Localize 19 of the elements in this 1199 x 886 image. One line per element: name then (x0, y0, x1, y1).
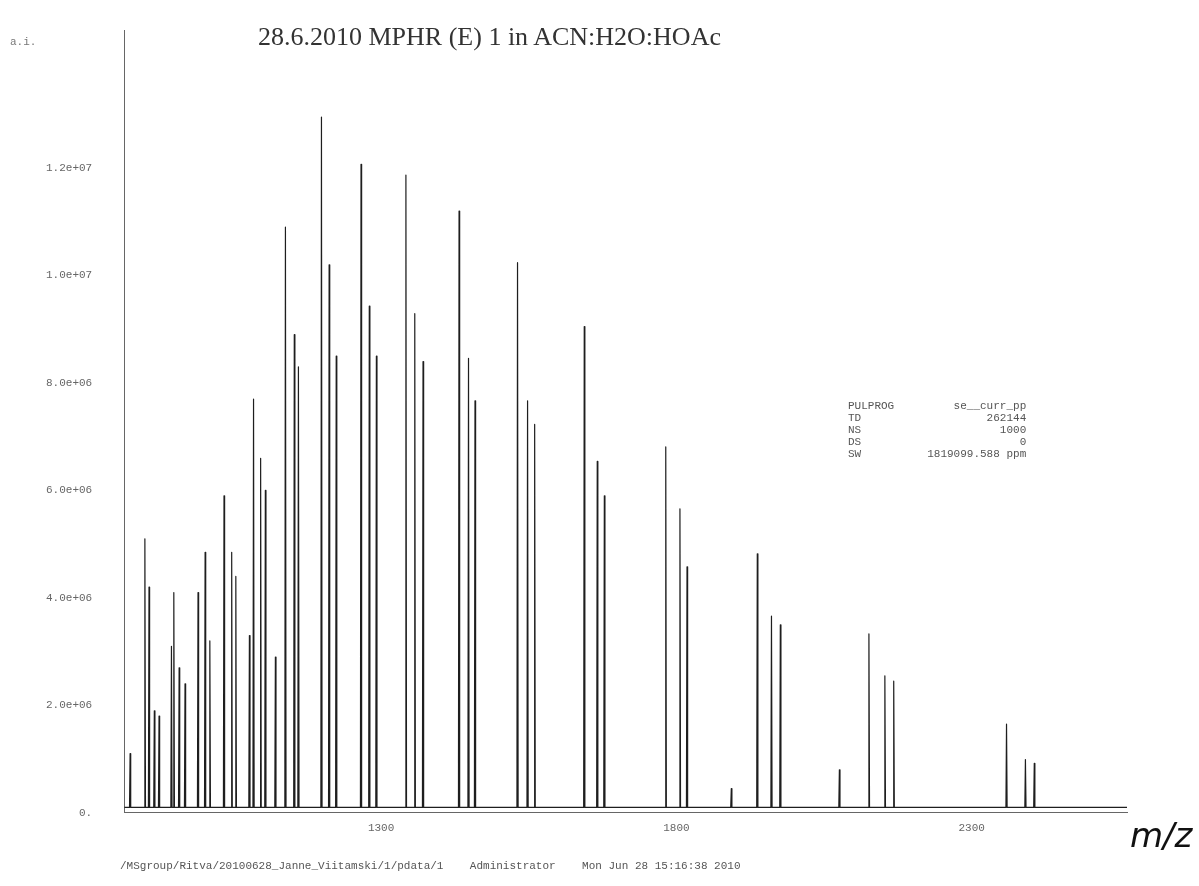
x-tick-label: 1800 (663, 822, 690, 835)
y-tick-label: 1.0e+07 (45, 269, 93, 282)
x-tick-label: 2300 (958, 822, 985, 835)
y-tick-label: 4.0e+06 (45, 591, 93, 604)
annotation: DS 0 (848, 436, 1027, 448)
y-tick-label: 0. (79, 806, 93, 819)
y-tick-label: 1.2e+07 (45, 162, 93, 175)
chart-title: 28.6.2010 MPHR (E) 1 in ACN:H2O:HOAc (258, 22, 721, 52)
annotation: SW 1819099.588 ppm (848, 448, 1027, 460)
y-tick-label: 8.0e+06 (45, 376, 93, 389)
y-tick-label: 2.0e+06 (45, 699, 93, 712)
text: /MSgroup/Ritva/20100628_Janne_Viitamski/1/pdata/1 Administrator Mon Jun 28 15:16:38 2010 (120, 860, 741, 872)
x-axis-title: m/z (1130, 815, 1193, 855)
annotation: PULPROG se__curr_pp (848, 400, 1027, 412)
annotation: TD 262144 (848, 412, 1027, 424)
y-tick-label: 6.0e+06 (45, 484, 93, 497)
annotation: NS 1000 (848, 424, 1027, 436)
x-tick-label: 1300 (367, 822, 395, 835)
y-axis-title: a.i. (10, 36, 37, 48)
